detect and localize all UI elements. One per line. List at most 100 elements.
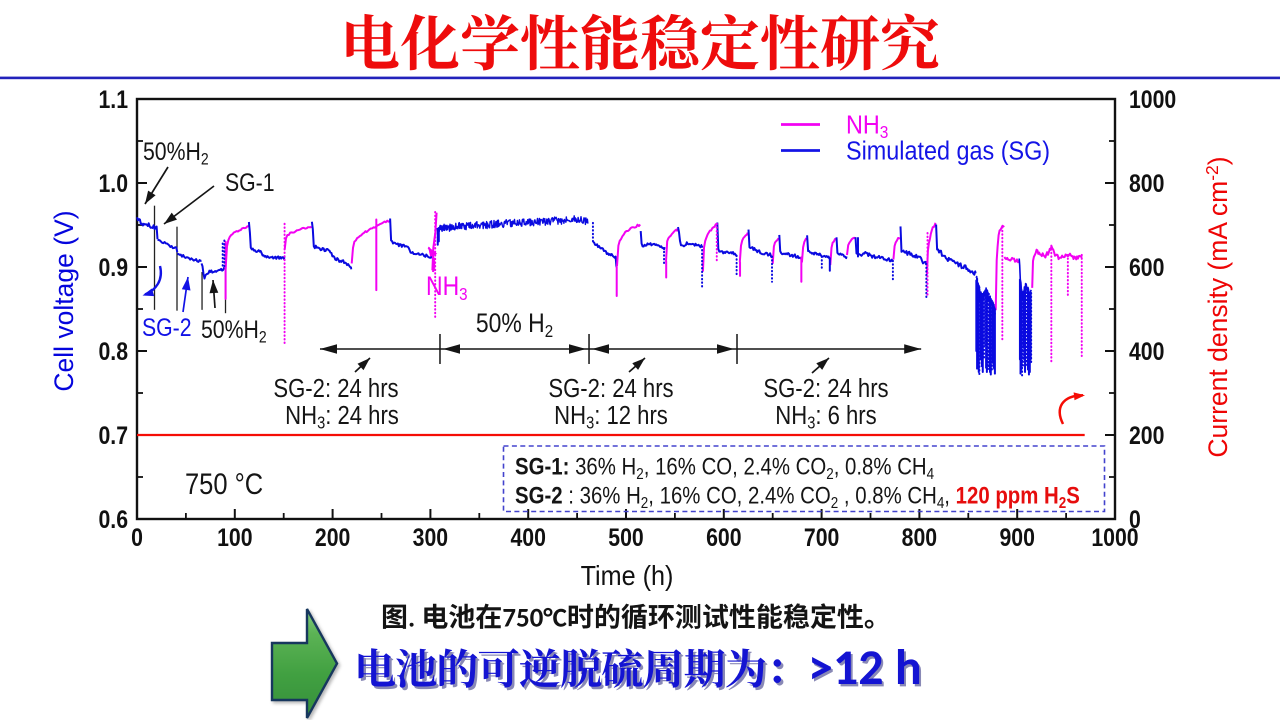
series-SG	[854, 237, 894, 263]
series-NH3	[701, 223, 717, 272]
series-SG	[935, 224, 977, 276]
right-tick-label: 200	[1129, 421, 1164, 449]
x-tick-label: 0	[131, 523, 143, 551]
series-SG	[806, 235, 831, 260]
series-SG	[747, 229, 773, 259]
x-tick-label: 400	[510, 523, 545, 551]
page-title	[346, 13, 939, 71]
series-NH3	[665, 228, 679, 262]
left-tick-label: 0.6	[98, 505, 128, 533]
x-tick-label: 300	[413, 523, 448, 551]
series-SG	[778, 234, 802, 260]
info-box-line: SG-2 : 36% H2, 16% CO, 2.4% CO2 , 0.8% C…	[515, 482, 1080, 512]
right-tick-label: 400	[1129, 337, 1164, 365]
annotation-text: NH3: 6 hrs	[775, 401, 876, 433]
figure-caption	[382, 603, 874, 630]
figure-caption-glyphs	[382, 604, 407, 629]
figure-caption-glyphs	[409, 622, 414, 627]
left-tick-label: 0.9	[98, 253, 128, 281]
figure-caption-glyphs	[424, 603, 501, 629]
right-tick-label: 0	[1129, 505, 1141, 533]
series-SG	[436, 215, 589, 234]
plot-border	[135, 97, 1117, 521]
left-tick-label: 0.7	[98, 421, 128, 449]
series-SG	[639, 231, 666, 251]
x-tick-label: 200	[315, 523, 350, 551]
arrowhead	[142, 288, 155, 297]
x-tick-label: 1000	[1091, 523, 1138, 551]
x-tick-label: 700	[804, 523, 839, 551]
series-SG	[136, 216, 159, 240]
arrowhead	[816, 358, 829, 370]
series-SG	[389, 218, 433, 259]
conclusion-banner	[270, 608, 922, 719]
series-NH3	[738, 232, 749, 263]
arrowhead	[181, 277, 191, 291]
annotation-text: SG-2: 24 hrs	[273, 374, 398, 403]
series-SG	[592, 241, 618, 268]
series	[136, 210, 1083, 377]
x-tick-label: 600	[706, 523, 741, 551]
arrowhead	[164, 212, 177, 224]
annotation-text: SG-1	[225, 168, 275, 196]
right-tick-label: 600	[1129, 253, 1164, 281]
arrowhead	[1073, 392, 1085, 401]
series-NH3	[829, 238, 837, 266]
arrowhead	[319, 344, 337, 354]
annotation-text: SG-2	[142, 313, 192, 341]
arrowhead	[591, 344, 609, 354]
banner-value-glyphs	[812, 648, 920, 684]
curved-arrow	[1058, 393, 1084, 425]
arrowhead	[632, 358, 645, 370]
series-NH3	[224, 225, 249, 269]
left-tick-label: 0.8	[98, 337, 128, 365]
series-SG	[177, 253, 202, 263]
series-NH3	[892, 237, 901, 260]
annotation-text: 50%H2	[201, 315, 267, 346]
series-SG	[247, 221, 286, 261]
legend-label: NH3	[846, 111, 888, 142]
series-NH3	[846, 236, 856, 256]
left-axis-label: Cell voltage (V)	[49, 210, 79, 391]
arrowhead	[904, 344, 922, 354]
green-arrow-icon	[270, 608, 339, 719]
right-axis-label: Current density (mA cm-2)	[1202, 156, 1233, 457]
right-tick-label: 1000	[1129, 85, 1176, 113]
legend-label: Simulated gas (SG)	[846, 137, 1050, 165]
series-NH3	[350, 219, 391, 264]
series-NH3	[925, 222, 937, 275]
series-NH3	[994, 224, 1005, 311]
figure-caption-glyphs	[568, 603, 874, 630]
gas-info-box: SG-1: 36% H2, 16% CO, 2.4% CO2, 0.8% CH4…	[502, 445, 1106, 513]
left-axis-label-text: Cell voltage (V)	[49, 210, 79, 391]
interval-bar	[319, 333, 922, 364]
left-tick-label: 1.0	[98, 169, 128, 197]
series-NH3	[771, 237, 780, 264]
annotation-text: NH3	[426, 271, 468, 304]
x-tick-label: 800	[902, 523, 937, 551]
series-SG	[200, 263, 226, 280]
arrowhead	[717, 344, 734, 354]
arrowhead	[145, 190, 156, 204]
left-tick-label: 1.1	[98, 85, 128, 113]
annotation-text: NH3: 12 hrs	[554, 401, 668, 433]
series-NH3	[1003, 256, 1020, 264]
curved-arrow	[144, 265, 163, 296]
info-box-line: SG-1: 36% H2, 16% CO, 2.4% CO2, 0.8% CH4	[515, 453, 934, 483]
arrowhead	[443, 344, 460, 354]
figure-caption-glyphs	[503, 607, 567, 627]
info-box-border	[502, 445, 1106, 513]
arrowhead	[357, 358, 370, 371]
x-tick-label: 900	[999, 523, 1034, 551]
temperature-label: 750 °C	[185, 467, 263, 500]
series-NH3	[1031, 245, 1083, 288]
series-NH3	[616, 223, 641, 266]
right-axis-label-text: Current density (mA cm-2)	[1202, 156, 1233, 457]
annotation-text: 50%H2	[143, 137, 209, 168]
